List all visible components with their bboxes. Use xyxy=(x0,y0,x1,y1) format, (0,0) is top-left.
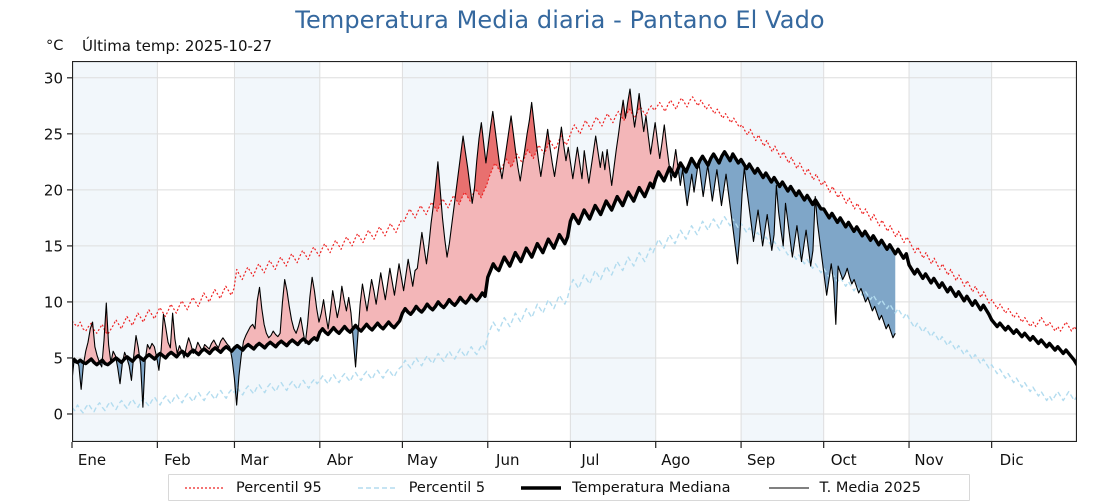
legend-percentil-95-label: Percentil 95 xyxy=(236,479,322,496)
legend-temperatura-mediana[interactable]: Temperatura Mediana xyxy=(519,475,731,500)
series-percentil-95 xyxy=(72,96,1077,336)
legend-t-media-2025[interactable]: T. Media 2025 xyxy=(767,475,921,500)
x-axis-tick-label: Ago xyxy=(661,451,690,469)
y-axis-tick-label: 0 xyxy=(53,405,63,423)
page-title: Temperatura Media diaria - Pantano El Va… xyxy=(295,6,825,34)
x-axis-tick-label: May xyxy=(407,451,438,469)
grid-lines xyxy=(72,61,1077,442)
series-temperatura-mediana xyxy=(72,150,1077,367)
x-axis-tick-label: Jun xyxy=(495,451,519,469)
legend-temperatura-mediana-label: Temperatura Mediana xyxy=(572,479,731,496)
y-axis-tick-label: 5 xyxy=(53,349,63,367)
legend-percentil-95[interactable]: Percentil 95 xyxy=(183,475,322,500)
y-axis: 0 5 10 15 20 25 30 xyxy=(44,69,72,423)
legend-percentil-5-key xyxy=(357,486,398,489)
x-axis-tick-label: Jul xyxy=(580,451,599,469)
y-axis-tick-label: 10 xyxy=(44,293,63,311)
legend-t-media-2025-label: T. Media 2025 xyxy=(819,479,921,496)
x-axis: Ene Feb Mar Abr May Jun Jul Ago Sep Oct Nov Dic xyxy=(71,442,1024,469)
x-axis-tick-label: Nov xyxy=(914,451,943,469)
x-axis-tick-label: Oct xyxy=(831,451,857,469)
legend-t-media-2025-key xyxy=(768,486,809,489)
legend-percentil-5[interactable]: Percentil 5 xyxy=(356,475,485,500)
x-axis-tick-label: Dic xyxy=(1000,451,1024,469)
y-axis-tick-label: 25 xyxy=(44,125,63,143)
chart-plot-area xyxy=(72,61,1077,442)
y-axis-tick-label: 20 xyxy=(44,181,63,199)
x-axis-tick-label: Abr xyxy=(327,451,354,469)
y-axis-unit-label: °C xyxy=(46,38,64,54)
series-percentil-5 xyxy=(72,216,1077,414)
data-series-lines xyxy=(72,88,1077,414)
series-t-media-2025 xyxy=(72,88,896,408)
temperature-chart-svg xyxy=(72,61,1077,442)
legend-temperatura-mediana-key xyxy=(521,485,562,490)
x-axis-tick-label: Mar xyxy=(240,451,269,469)
x-axis-tick-label: Sep xyxy=(747,451,775,469)
legend-percentil-95-key xyxy=(185,486,225,489)
legend-percentil-5-label: Percentil 5 xyxy=(408,479,486,496)
last-temp-label: Última temp: 2025-10-27 xyxy=(82,37,273,55)
x-axis-tick-label: Ene xyxy=(78,451,106,469)
y-axis-tick-label: 30 xyxy=(44,69,63,87)
x-axis-tick-label: Feb xyxy=(164,451,191,469)
y-axis-tick-label: 15 xyxy=(44,237,63,255)
chart-legend: Percentil 95 Percentil 5 Temperatura Media… xyxy=(168,474,970,501)
